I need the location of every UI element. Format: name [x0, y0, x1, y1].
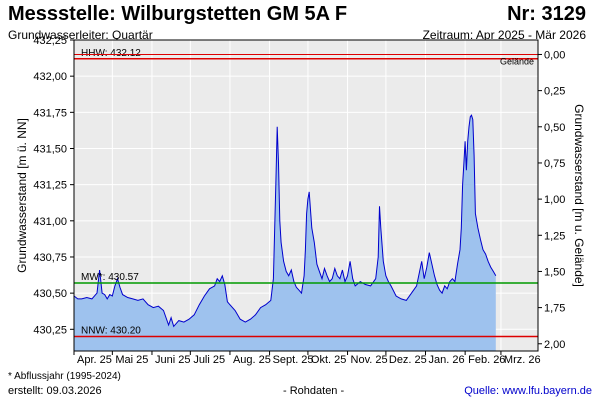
period-label: Zeitraum: Apr 2025 - Mär 2026 [422, 28, 586, 42]
y-tick-label-right: 0,75 [544, 158, 565, 170]
y-tick-label-left: 431,50 [33, 143, 67, 155]
x-tick-label: Juni 25 [155, 354, 190, 366]
reference-line-label: MW*: 430.57 [81, 272, 139, 283]
x-tick-label: Nov. 25 [351, 354, 388, 366]
x-tick-label: Jan. 26 [429, 354, 465, 366]
y-axis-label-right: Grundwasserstand [m u. Gelände] [572, 104, 586, 287]
x-tick-label: Sept. 25 [273, 354, 314, 366]
created-date: erstellt: 09.03.2026 [8, 385, 102, 397]
water-level-line [73, 114, 497, 328]
y-tick-label-left: 430,25 [33, 324, 67, 336]
x-tick-label: Okt. 25 [311, 354, 346, 366]
plot-frame [73, 39, 539, 352]
y-tick-label-left: 432,00 [33, 71, 67, 83]
y-axis-label-left: Grundwasserstand [m ü. NN] [15, 118, 29, 273]
y-tick-label-left: 431,25 [33, 180, 67, 192]
y-tick-label-left: 432,25 [33, 35, 67, 47]
water-level-area [74, 115, 496, 351]
footnote: * Abflussjahr (1995-2024) [8, 371, 121, 382]
x-tick-label: Aug. 25 [233, 354, 271, 366]
y-tick-label-right: 0,25 [544, 86, 565, 98]
source-link[interactable]: Quelle: www.lfu.bayern.de [464, 385, 592, 397]
gelaende-label: Gelände [500, 56, 534, 66]
x-tick-label: Dez. 25 [389, 354, 427, 366]
y-tick-label-right: 0,50 [544, 122, 565, 134]
y-tick-label-left: 431,00 [33, 216, 67, 228]
x-tick-label: Apr. 25 [77, 354, 112, 366]
y-tick-label-right: 2,00 [544, 339, 565, 351]
x-tick-label: Juli 25 [193, 354, 225, 366]
y-tick-label-right: 0,00 [544, 49, 565, 61]
reference-line-label: HHW: 432.12 [81, 48, 141, 59]
y-tick-label-left: 430,50 [33, 288, 67, 300]
x-tick-label: Mai 25 [115, 354, 148, 366]
aquifer-label: Grundwasserleiter: Quartär [8, 28, 153, 42]
y-tick-label-right: 1,75 [544, 303, 565, 315]
y-tick-label-left: 430,75 [33, 252, 67, 264]
page-title: Messstelle: Wilburgstetten GM 5A F [8, 3, 348, 25]
x-tick-label: Mrz. 26 [504, 354, 541, 366]
y-tick-label-right: 1,00 [544, 194, 565, 206]
station-number: Nr: 3129 [507, 3, 586, 25]
x-tick-label: Feb. 26 [468, 354, 505, 366]
y-tick-label-right: 1,25 [544, 230, 565, 242]
raw-data-note: - Rohdaten - [283, 385, 345, 397]
y-tick-label-left: 431,75 [33, 107, 67, 119]
axes: 432,25 432,00 431,75 431,50 431,25 431,00 430,… [33, 35, 565, 366]
reference-line-label: NNW: 430.20 [81, 326, 141, 337]
y-tick-label-right: 1,50 [544, 266, 565, 278]
reference-lines: HHW: 432.12 MW*: 430.57 NNW: 430.20 Gelände [74, 48, 538, 338]
